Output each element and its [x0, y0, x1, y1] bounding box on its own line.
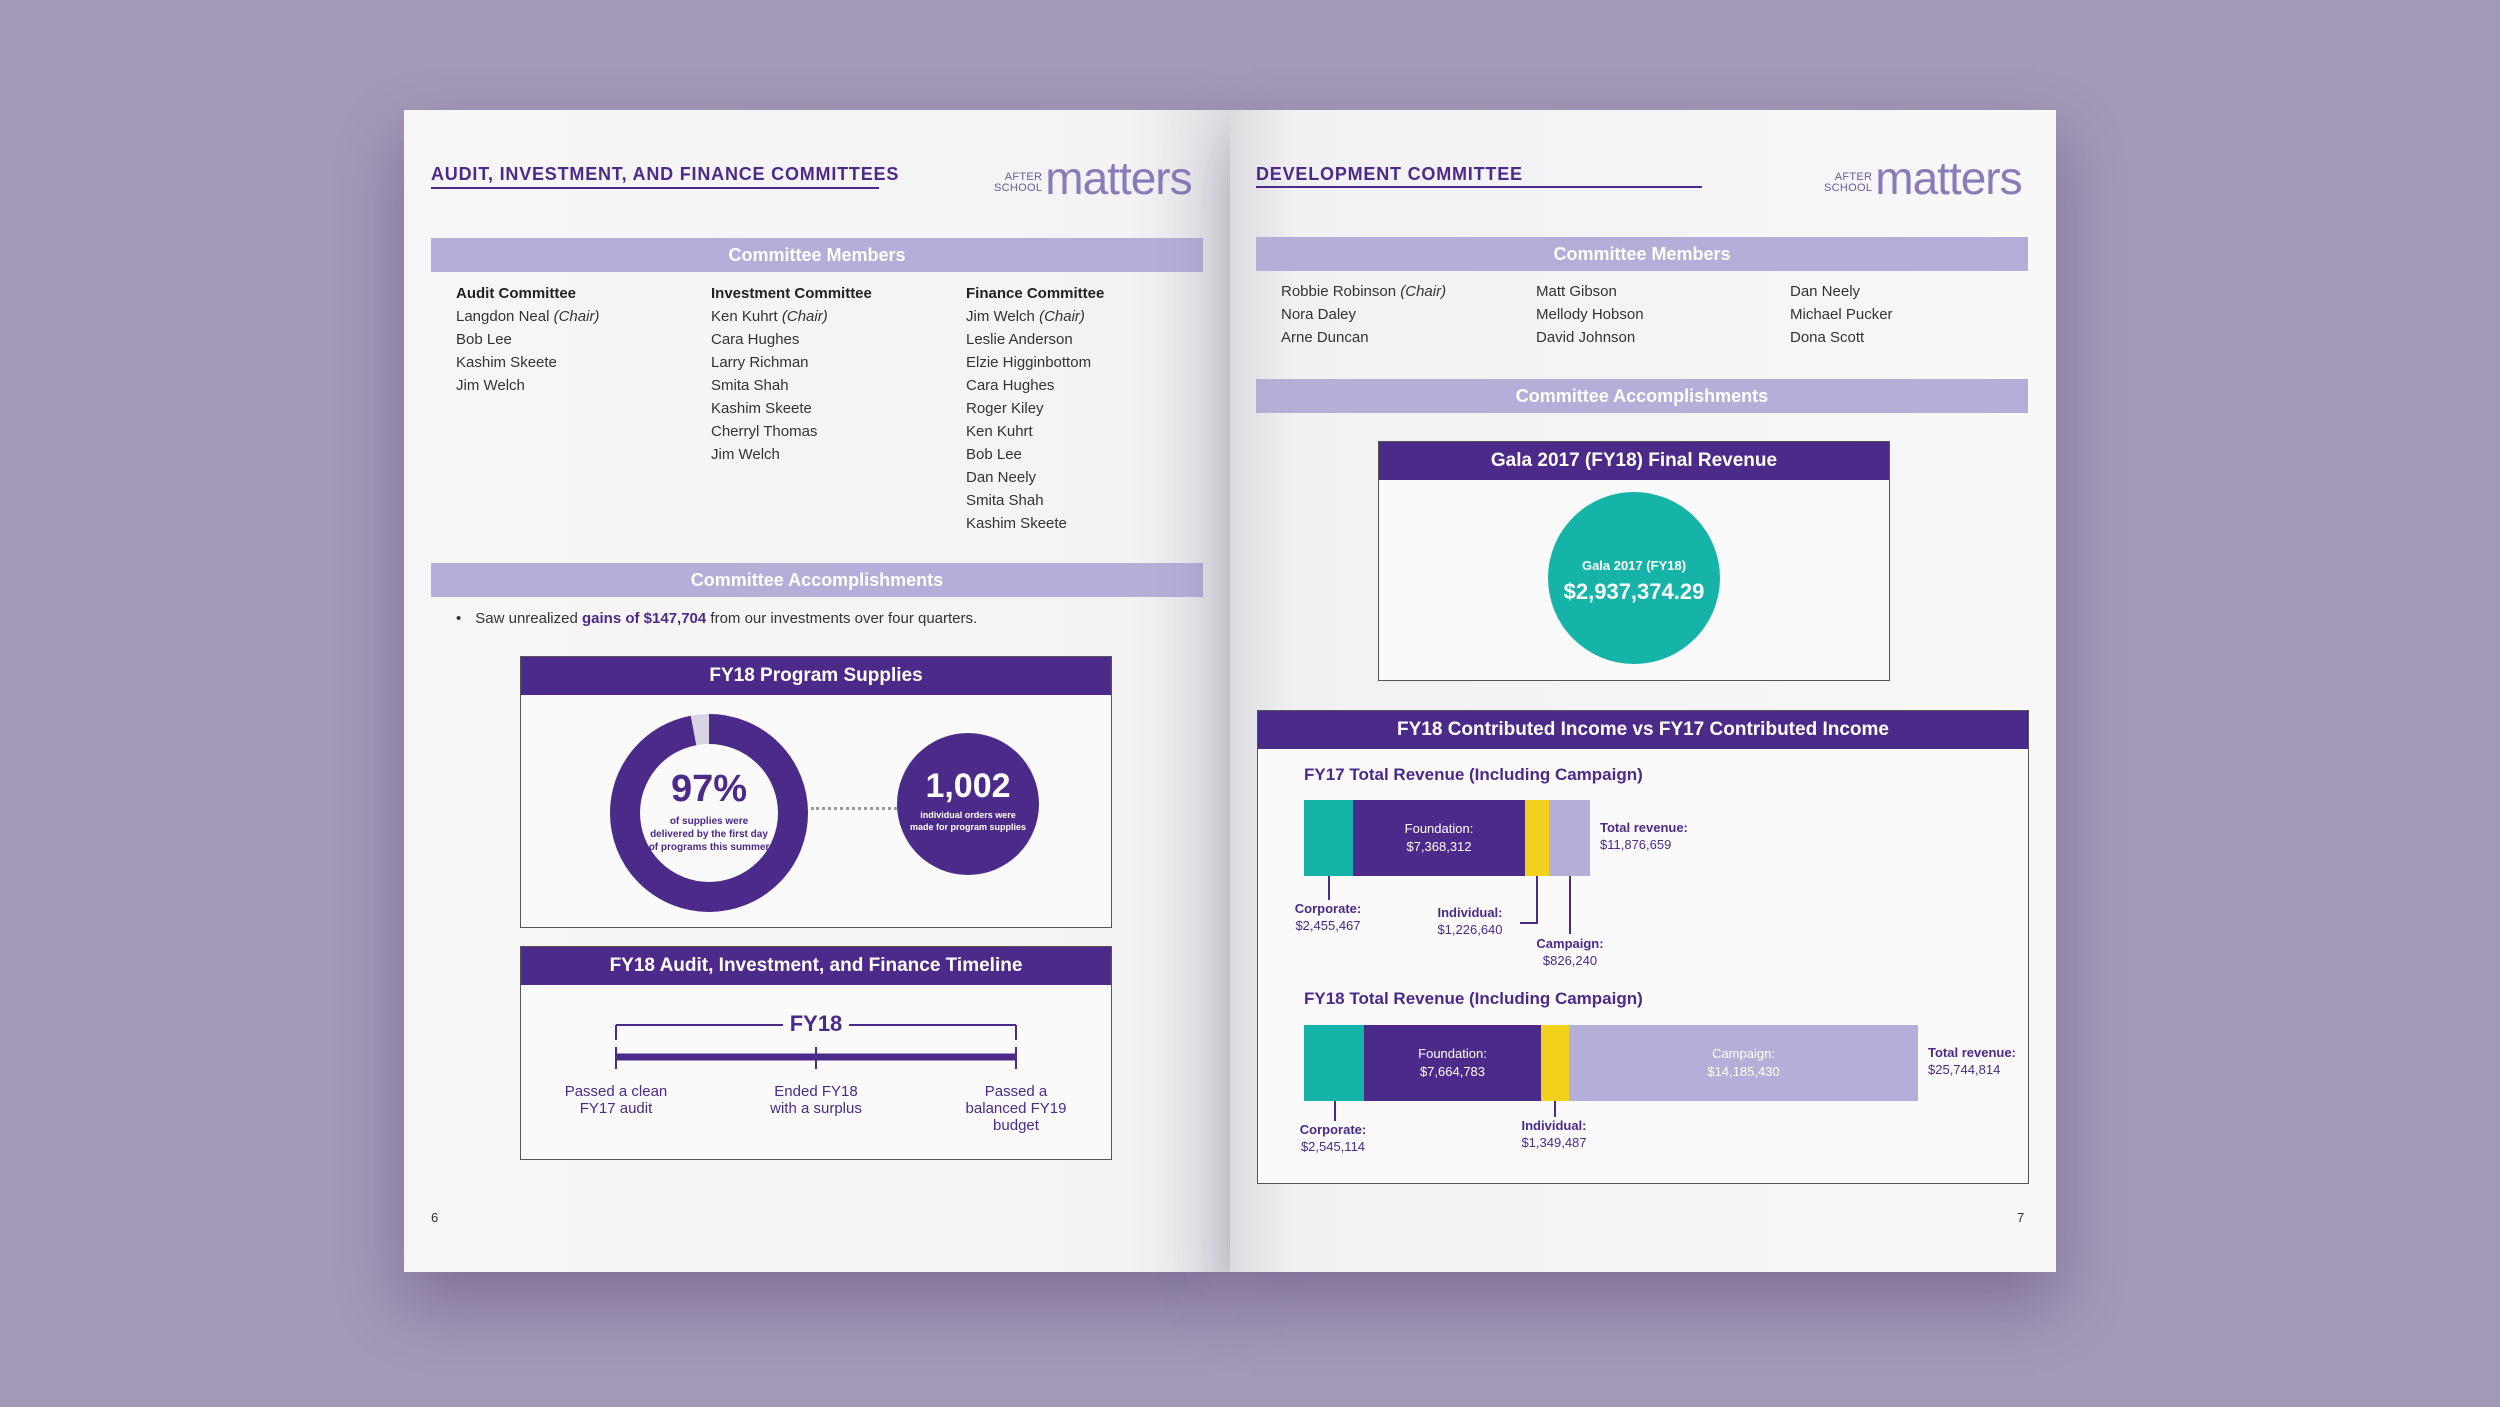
dev-chair: Robbie Robinson (Chair)	[1281, 283, 1447, 300]
finance-committee-title: Finance Committee	[966, 285, 1105, 302]
audit-committee-title: Audit Committee	[456, 285, 576, 302]
finance-member-2: Elzie Higginbottom	[966, 354, 1092, 371]
fy17-individual-leader	[1536, 876, 1538, 923]
committee-members-band: Committee Members	[431, 238, 1203, 272]
gala-amount: $2,937,374.29	[1563, 579, 1705, 604]
finance-member-9: Kashim Skeete	[966, 515, 1067, 532]
right-page: DEVELOPMENT COMMITTEE AFTER SCHOOL matter…	[1230, 110, 2056, 1272]
finance-member-7: Dan Neely	[966, 469, 1037, 486]
fy18-title: FY18 Total Revenue (Including Campaign)	[1304, 989, 1643, 1008]
supplies-percent: 97%	[670, 768, 748, 810]
fy17-corporate-label: Corporate: $2,455,467	[1294, 901, 1362, 933]
finance-chair: Jim Welch (Chair)	[966, 308, 1085, 325]
contributed-income-title: FY18 Contributed Income vs FY17 Contribu…	[1258, 711, 2028, 749]
right-page-header: DEVELOPMENT COMMITTEE	[1256, 164, 1523, 184]
fy18-bar: Foundation: $7,664,783 Campaign: $14,185,4…	[1304, 1025, 1918, 1101]
fy17-total-label: Total revenue: $11,876,659	[1600, 820, 1688, 852]
fy17-individual-leader-h	[1520, 922, 1538, 924]
fy18-campaign-segment	[1569, 1025, 1918, 1101]
fy17-corporate-segment	[1304, 800, 1353, 876]
fy17-foundation-label: Foundation: $7,368,312	[1404, 821, 1474, 854]
timeline-box: FY18 Audit, Investment, and Finance Time…	[520, 946, 1112, 1160]
gains-bullet: • Saw unrealized gains of $147,704 from o…	[456, 610, 978, 627]
investment-member-2: Larry Richman	[711, 354, 809, 371]
orders-circle: 1,002 individual orders were made for pro…	[897, 733, 1039, 875]
investment-member-1: Cara Hughes	[711, 331, 800, 348]
investment-member-5: Cherryl Thomas	[711, 423, 818, 440]
finance-member-8: Smita Shah	[966, 492, 1044, 509]
investment-member-4: Kashim Skeete	[711, 400, 812, 417]
fy18-individual-leader	[1554, 1101, 1556, 1117]
fy18-corporate-label: Corporate: $2,545,114	[1299, 1122, 1367, 1154]
finance-member-1: Leslie Anderson	[966, 331, 1073, 348]
left-header-underline	[431, 187, 879, 189]
fy18-individual-label: Individual: $1,349,487	[1521, 1118, 1587, 1150]
investment-chair: Ken Kuhrt (Chair)	[711, 308, 828, 325]
timeline-event-1: Passed a clean FY17 audit	[564, 1083, 668, 1117]
contributed-income-box: FY18 Contributed Income vs FY17 Contribu…	[1257, 710, 2029, 1184]
orders-count: 1,002	[925, 767, 1011, 805]
fy17-campaign-label: Campaign: $826,240	[1536, 936, 1604, 968]
gala-circle: Gala 2017 (FY18) $2,937,374.29	[1548, 492, 1720, 664]
audit-member-2: Kashim Skeete	[456, 354, 557, 371]
finance-member-3: Cara Hughes	[966, 377, 1055, 394]
dev-members-col-2: Matt Gibson Mellody Hobson David Johnson	[1536, 283, 1644, 346]
timeline-title: FY18 Audit, Investment, and Finance Time…	[521, 947, 1111, 985]
gala-circle-label: Gala 2017 (FY18)	[1581, 558, 1687, 573]
fy18-foundation-label: Foundation: $7,664,783	[1418, 1046, 1487, 1079]
left-page: AUDIT, INVESTMENT, AND FINANCE COMMITTEE…	[404, 110, 1230, 1272]
fy18-individual-segment	[1541, 1025, 1569, 1101]
supplies-donut-chart	[610, 714, 808, 912]
audit-member-3: Jim Welch	[456, 377, 525, 394]
gala-title: Gala 2017 (FY18) Final Revenue	[1379, 442, 1889, 480]
audit-chair: Langdon Neal (Chair)	[456, 308, 600, 325]
page-number-left: 6	[431, 1210, 439, 1225]
right-header-underline	[1256, 186, 1702, 188]
fy18-foundation-segment	[1364, 1025, 1541, 1101]
fy18-total-label: Total revenue: $25,744,814	[1928, 1045, 2016, 1077]
fy17-bar: Foundation: $7,368,312	[1304, 800, 1590, 876]
fy18-corporate-leader	[1334, 1101, 1336, 1121]
fy17-corporate-leader	[1328, 876, 1330, 900]
program-supplies-title: FY18 Program Supplies	[521, 657, 1111, 695]
investment-committee-list: Investment Committee Ken Kuhrt (Chair) C…	[711, 282, 872, 466]
after-school-matters-logo-right: AFTER SCHOOL matters	[1824, 152, 2023, 204]
dev-members-col-1: Robbie Robinson (Chair) Nora Daley Arne …	[1281, 280, 1446, 349]
timeline-event-3: Passed a balanced FY19 budget	[965, 1083, 1067, 1134]
timeline-event-2: Ended FY18 with a surplus	[770, 1083, 862, 1117]
supplies-percent-block: 97% of supplies were delivered by the fir…	[609, 769, 809, 854]
fy18-corporate-segment	[1304, 1025, 1364, 1101]
fy17-campaign-segment	[1549, 800, 1590, 876]
investment-member-3: Smita Shah	[711, 377, 789, 394]
committee-accomplishments-band: Committee Accomplishments	[431, 563, 1203, 597]
finance-member-4: Roger Kiley	[966, 400, 1044, 417]
timeline-fy18-label: FY18	[789, 1011, 843, 1036]
fy17-individual-segment	[1525, 800, 1549, 876]
audit-member-1: Bob Lee	[456, 331, 512, 348]
audit-committee-list: Audit Committee Langdon Neal (Chair) Bob…	[456, 282, 599, 397]
dotted-connector	[811, 807, 897, 810]
fy17-foundation-segment	[1353, 800, 1525, 876]
finance-member-6: Bob Lee	[966, 446, 1022, 463]
after-school-matters-logo: AFTER SCHOOL matters	[994, 152, 1193, 204]
finance-committee-list: Finance Committee Jim Welch (Chair) Lesl…	[966, 282, 1104, 535]
finance-member-5: Ken Kuhrt	[966, 423, 1033, 440]
left-page-header: AUDIT, INVESTMENT, AND FINANCE COMMITTEE…	[431, 164, 900, 184]
fy17-individual-label: Individual: $1,226,640	[1437, 905, 1503, 937]
fy17-campaign-leader	[1569, 876, 1571, 934]
dev-members-col-3: Dan Neely Michael Pucker Dona Scott	[1790, 283, 1893, 346]
fy18-campaign-label: Campaign: $14,185,430	[1707, 1046, 1780, 1079]
investment-committee-title: Investment Committee	[711, 285, 872, 302]
dev-members-band: Committee Members	[1256, 237, 2028, 271]
page-number-right: 7	[2017, 1210, 2025, 1225]
gala-revenue-box: Gala 2017 (FY18) Final Revenue Gala 2017…	[1378, 441, 1890, 681]
investment-member-6: Jim Welch	[711, 446, 780, 463]
program-supplies-box: FY18 Program Supplies 97% of supplies we…	[520, 656, 1112, 928]
dev-accomplishments-band: Committee Accomplishments	[1256, 379, 2028, 413]
fy17-title: FY17 Total Revenue (Including Campaign)	[1304, 765, 1643, 784]
timeline-graphic	[615, 1011, 1017, 1069]
